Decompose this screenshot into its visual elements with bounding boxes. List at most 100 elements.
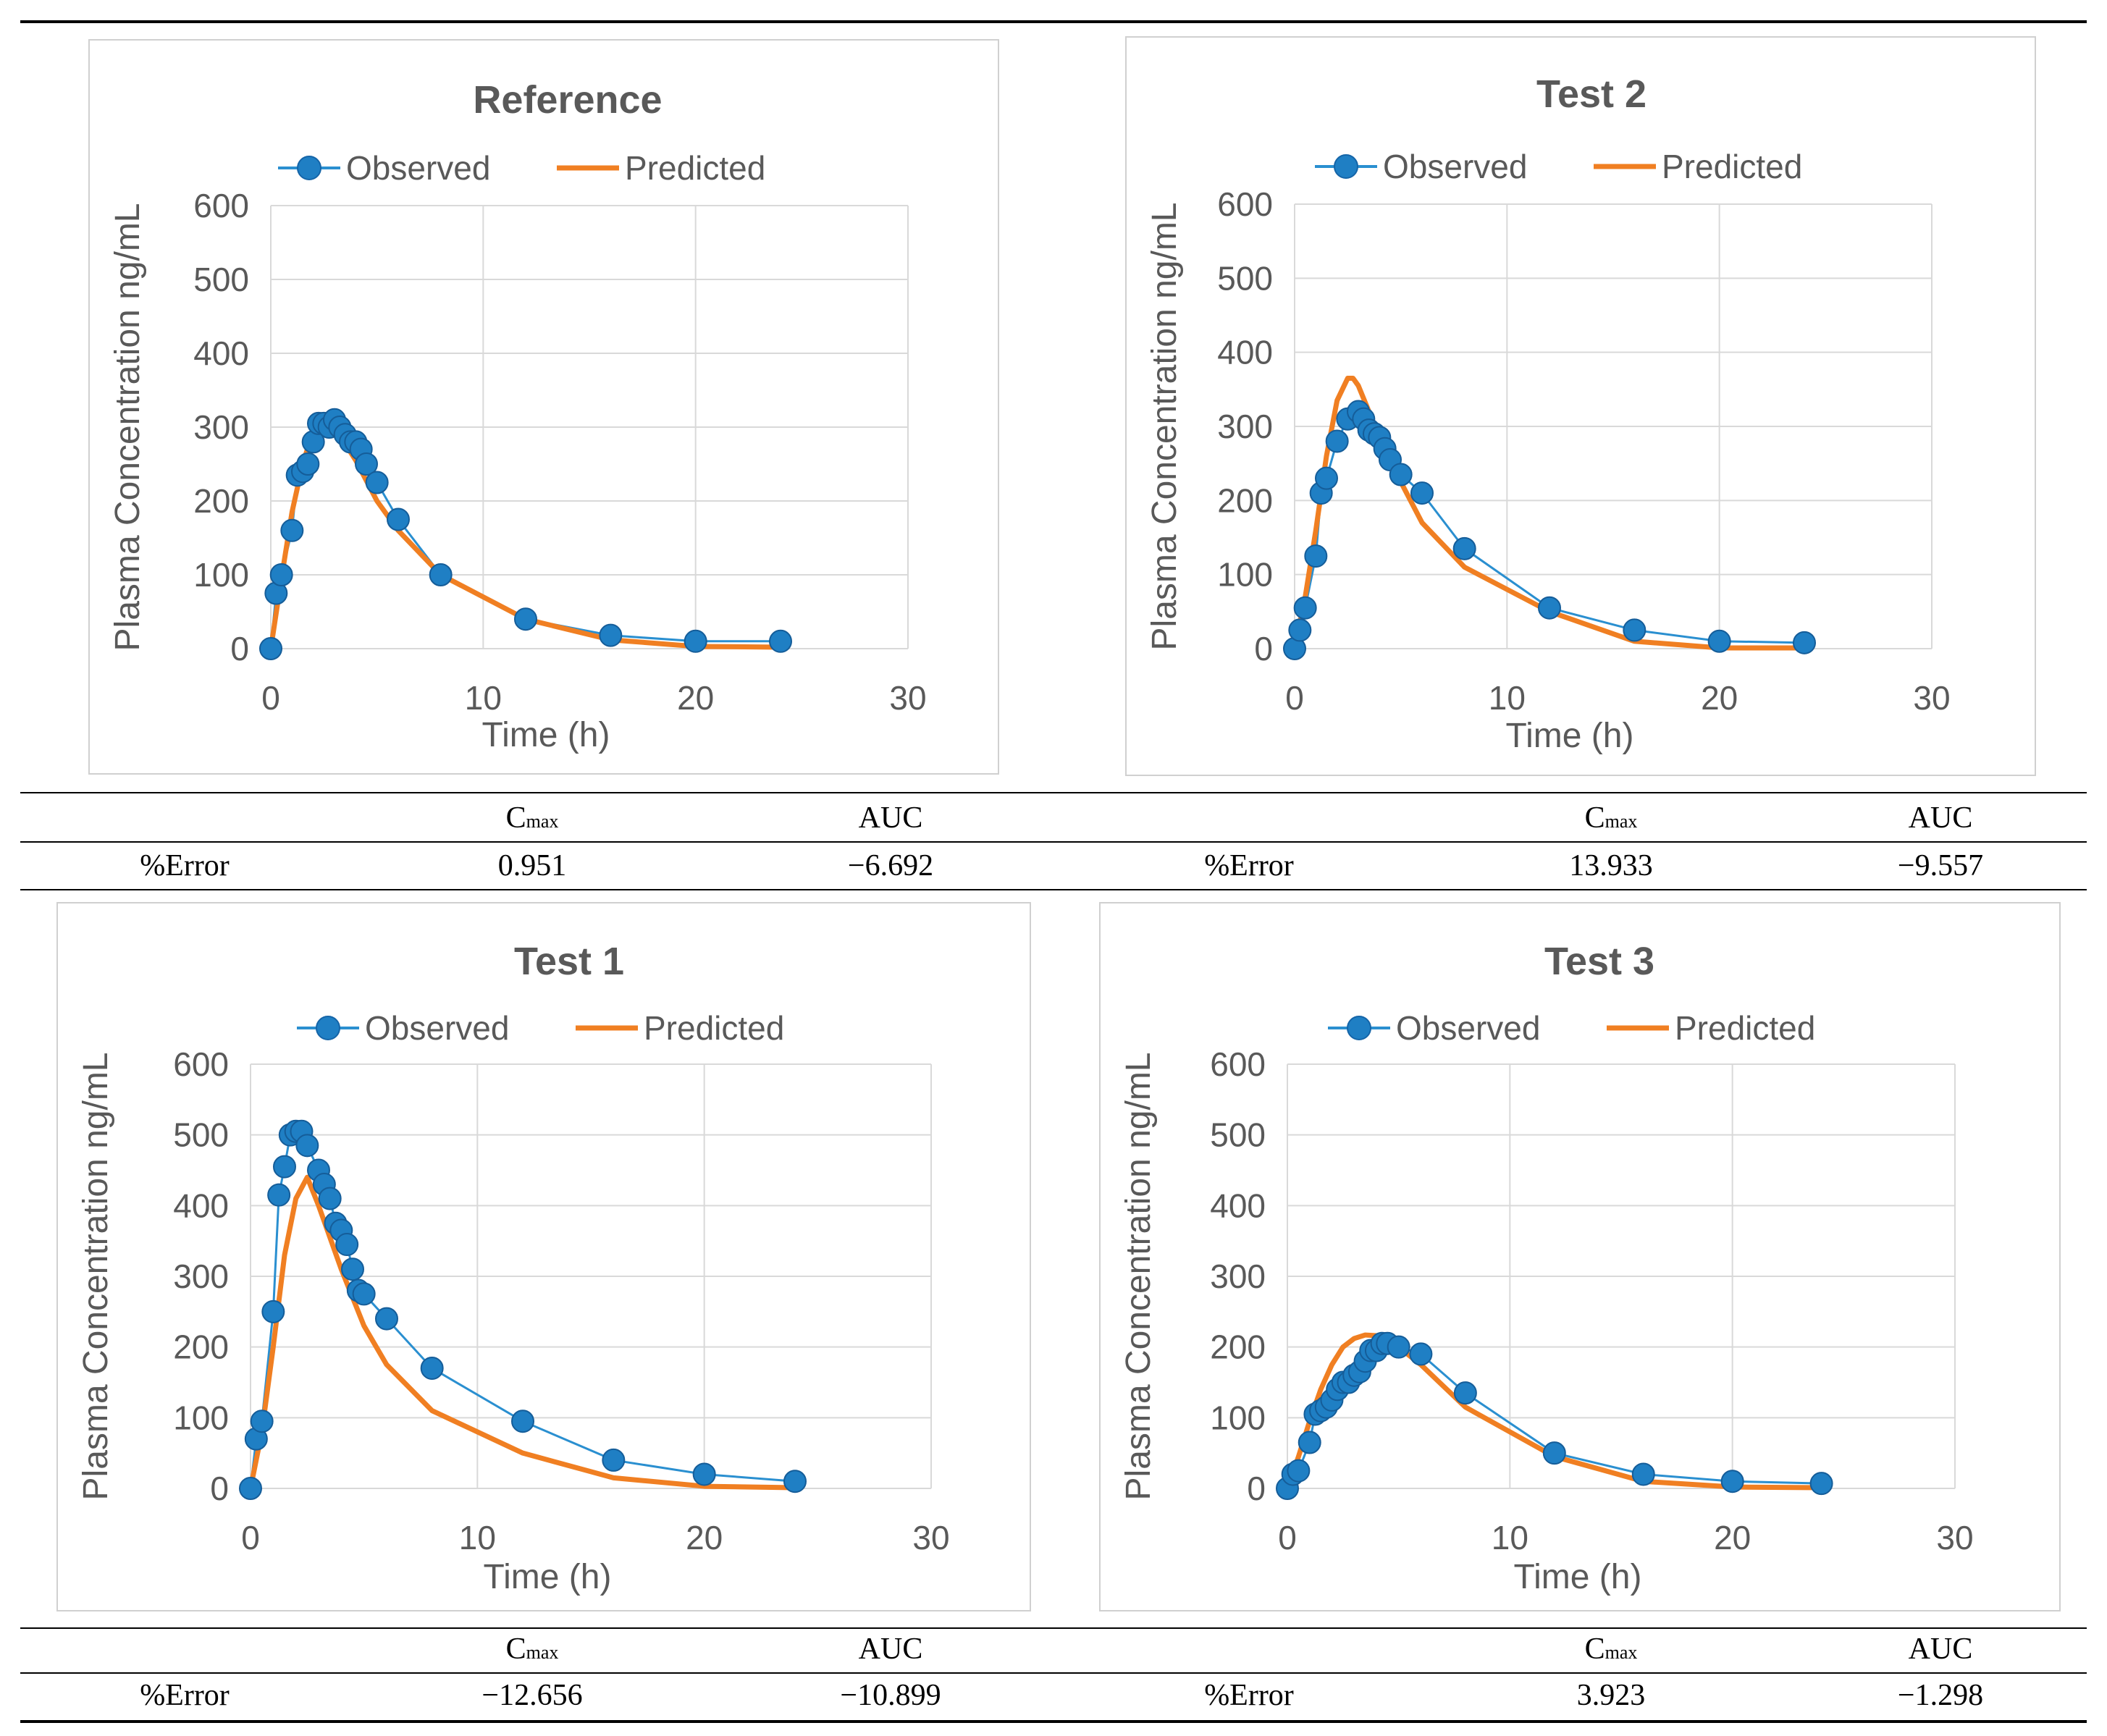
table-ref-cmax-value: 0.951 [497, 849, 567, 882]
chart-title: Test 2 [1536, 72, 1647, 116]
observed-point [420, 1356, 444, 1380]
observed-point [1387, 1335, 1410, 1359]
y-tick-label: 300 [1217, 408, 1273, 445]
observed-point [387, 507, 410, 531]
top-rule [20, 20, 2087, 23]
y-tick-label: 500 [173, 1116, 229, 1154]
table-ref-row-label: %Error [140, 849, 230, 882]
observed-point [511, 1410, 534, 1433]
observed-point [1293, 596, 1317, 620]
y-tick-label: 200 [1210, 1328, 1266, 1366]
x-tick-label: 0 [1285, 679, 1304, 717]
observed-point [429, 563, 453, 586]
chart-reference: 0 100 200 300 400 500 600 0 10 20 30 Reference Time … [109, 78, 927, 754]
observed-point [1315, 466, 1338, 490]
x-tick-label: 10 [465, 679, 502, 717]
y-tick-label: 400 [1217, 334, 1273, 371]
x-tick-label: 20 [1714, 1519, 1751, 1556]
x-tick-label: 30 [889, 679, 926, 717]
table-test2-auc-header: AUC [1908, 801, 1973, 835]
observed-point [1298, 1430, 1321, 1454]
legend-observed-label: Observed [1396, 1009, 1540, 1047]
legend-predicted-label: Predicted [1675, 1009, 1815, 1047]
table-rule-1a [20, 792, 2087, 793]
observed-point [352, 1282, 376, 1306]
observed-point [295, 1134, 319, 1158]
y-tick-label: 600 [173, 1045, 229, 1083]
chart-title: Test 3 [1544, 940, 1654, 983]
y-tick-label: 0 [210, 1470, 229, 1507]
observed-point [280, 518, 304, 542]
observed-point [365, 471, 389, 494]
observed-point [1288, 618, 1312, 642]
observed-point [269, 563, 293, 586]
x-tick-label: 30 [1913, 679, 1950, 717]
y-tick-label: 100 [1217, 556, 1273, 594]
y-axis-label: Plasma Concentration ng/mL [109, 203, 147, 652]
table-rule-1c [20, 889, 2087, 890]
observed-point [1720, 1470, 1744, 1493]
observed-point [1287, 1459, 1311, 1483]
y-tick-label: 300 [193, 408, 249, 446]
x-tick-label: 0 [1278, 1519, 1297, 1556]
observed-point [692, 1462, 716, 1486]
legend-observed-label: Observed [1383, 148, 1527, 185]
legend-observed-label: Observed [346, 149, 490, 187]
observed-point [1452, 536, 1476, 560]
table-test1-row-label: %Error [140, 1679, 230, 1712]
legend-observed-marker [297, 156, 321, 180]
chart-title: Reference [473, 78, 662, 122]
chart-frame-test-2: 0 100 200 300 400 500 600 0 10 20 30 Test 2 Time (h)… [1125, 36, 2036, 776]
observed-point [239, 1477, 262, 1500]
table-test3-row-label: %Error [1204, 1679, 1294, 1712]
observed-point [1410, 481, 1434, 505]
observed-point [1793, 631, 1816, 654]
observed-point [1623, 618, 1647, 642]
table-rule-1b [20, 841, 2087, 843]
x-axis-label: Time (h) [1514, 1558, 1642, 1596]
observed-point [355, 452, 378, 476]
table-test1-auc-header: AUC [858, 1632, 923, 1666]
y-tick-label: 400 [193, 334, 249, 372]
observed-point [273, 1155, 296, 1179]
y-tick-label: 500 [1210, 1116, 1266, 1154]
table-test2-cmax-value: 13.933 [1569, 849, 1653, 882]
y-tick-label: 300 [173, 1257, 229, 1295]
observed-point [1389, 463, 1413, 486]
y-tick-label: 100 [173, 1399, 229, 1436]
observed-point [769, 629, 792, 653]
chart-title: Test 1 [514, 940, 624, 983]
x-tick-label: 10 [459, 1519, 496, 1556]
observed-point [1325, 429, 1349, 453]
y-tick-label: 600 [1210, 1045, 1266, 1083]
x-tick-label: 30 [912, 1519, 949, 1556]
table-test3-cmax-value: 3.923 [1576, 1679, 1646, 1712]
y-tick-label: 100 [193, 556, 249, 594]
x-axis-label: Time (h) [1506, 717, 1634, 755]
observed-point [1304, 544, 1328, 568]
observed-point [1542, 1441, 1566, 1465]
legend-predicted-label: Predicted [644, 1009, 784, 1047]
table-rule-2a [20, 1627, 2087, 1629]
y-tick-label: 500 [193, 261, 249, 298]
chart-frame-test-1: 0 100 200 300 400 500 600 0 10 20 30 Test 1 Time (h)… [56, 902, 1031, 1611]
observed-point [261, 1299, 285, 1323]
legend-observed-marker [1347, 1016, 1371, 1040]
observed-point [1538, 596, 1561, 620]
observed-point [1409, 1342, 1433, 1366]
observed-point [1631, 1462, 1655, 1486]
chart-test-2: 0 100 200 300 400 500 600 0 10 20 30 Test 2 Time (h)… [1145, 72, 1951, 755]
table-ref-auc-value: −6.692 [847, 849, 934, 882]
x-axis-label: Time (h) [484, 1558, 612, 1596]
table-test3-auc-value: −1.298 [1897, 1679, 1984, 1712]
y-tick-label: 300 [1210, 1257, 1266, 1295]
table-test1-cmax-value: −12.656 [481, 1679, 583, 1712]
y-tick-label: 400 [173, 1187, 229, 1224]
chart-frame-reference: 0 100 200 300 400 500 600 0 10 20 30 Reference Time … [88, 39, 999, 775]
legend-observed-marker [1334, 154, 1358, 179]
observed-point [250, 1410, 274, 1433]
y-tick-label: 500 [1217, 259, 1273, 297]
table-test1-cmax-header: Cmax [505, 1632, 559, 1666]
legend-observed-label: Observed [365, 1009, 509, 1047]
x-tick-label: 10 [1489, 679, 1526, 717]
